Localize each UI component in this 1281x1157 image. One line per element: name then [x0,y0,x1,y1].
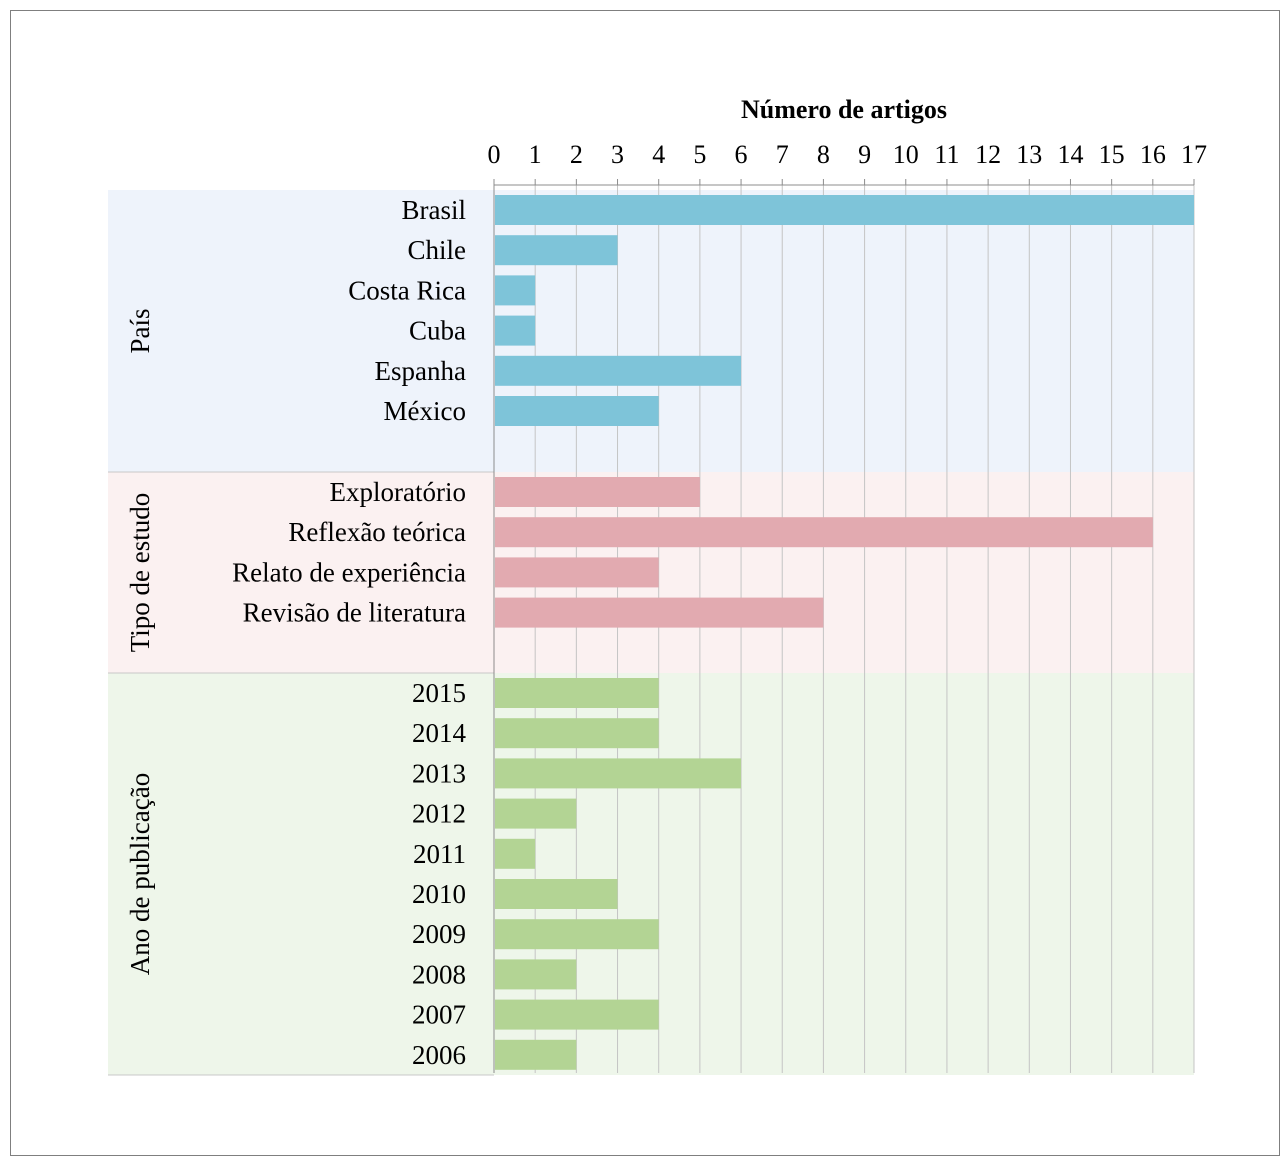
x-tick-label: 2 [570,140,583,169]
x-tick-label: 12 [975,140,1001,169]
group-label: Tipo de estudo [125,493,155,653]
x-tick-label: 7 [776,140,789,169]
chart-title: Número de artigos [741,95,947,124]
bar [495,1039,577,1070]
bar [495,597,824,628]
category-label: 2015 [412,678,466,708]
category-label: Chile [408,235,467,265]
x-axis: 0 1 2 3 4 5 6 7 8 9 10 11 12 13 14 15 16 17 [488,140,1207,1073]
category-label: Exploratório [330,477,466,507]
category-label: Reflexão teórica [288,517,466,547]
bar [495,838,536,869]
category-label: Cuba [409,316,466,346]
bar [495,477,700,507]
group-background-0 [108,190,1194,472]
bar [495,355,742,386]
bar [495,396,659,426]
category-label: 2006 [412,1040,466,1070]
category-label: México [384,396,466,426]
x-tick-label: 14 [1057,140,1083,169]
x-tick-label: 5 [693,140,706,169]
x-tick-label: 10 [893,140,919,169]
x-tick-label: 17 [1181,140,1207,169]
x-tick-label: 0 [488,140,501,169]
category-label: 2012 [412,799,466,829]
x-tick-label: 1 [529,140,542,169]
bar [495,315,536,346]
bar [495,959,577,990]
category-labels: País Tipo de estudo Ano de publicação Brasi… [125,195,467,1070]
x-tick-label: 15 [1099,140,1125,169]
bar [495,557,659,588]
x-tick-label: 9 [858,140,871,169]
x-tick-label: 11 [934,140,959,169]
bar [495,879,618,909]
bar [495,517,1153,548]
category-label: 2014 [412,718,467,748]
x-tick-label: 8 [817,140,830,169]
bar [495,235,618,266]
category-label: 2013 [412,758,466,788]
group-label: Ano de publicação [125,773,155,975]
category-label: 2011 [413,839,466,869]
bar [495,195,1194,225]
category-label: Brasil [402,195,467,225]
bar [495,275,536,306]
bar [495,678,659,708]
category-label: Espanha [375,356,466,386]
category-label: 2010 [412,879,466,909]
bars [495,195,1194,1070]
bar [495,999,659,1030]
x-tick-label: 4 [652,140,665,169]
x-tick-label: 3 [611,140,624,169]
group-label: País [125,308,155,353]
bar [495,718,659,749]
category-label: 2008 [412,959,466,989]
x-tick-label: 16 [1140,140,1166,169]
bar [495,758,742,789]
category-label: 2009 [412,919,466,949]
bar [495,919,659,950]
x-tick-label: 6 [735,140,748,169]
x-tick-label: 13 [1016,140,1042,169]
category-label: Costa Rica [348,275,466,305]
bar [495,798,577,829]
category-label: Relato de experiência [232,557,466,587]
category-label: 2007 [412,1000,466,1030]
category-label: Revisão de literatura [243,598,466,628]
